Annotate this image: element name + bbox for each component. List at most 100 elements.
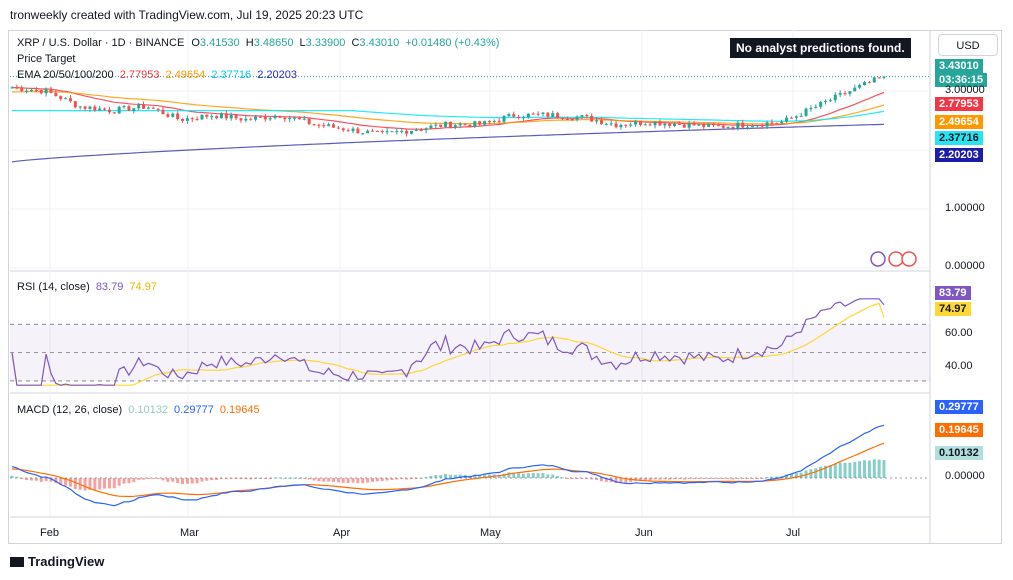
- candle-body: [658, 121, 662, 126]
- macd-hist-bar: [54, 478, 58, 484]
- macd-hist-bar: [726, 478, 730, 480]
- candle-body: [380, 131, 384, 133]
- macd-hist-bar: [731, 478, 735, 480]
- macd-hist-bar: [25, 478, 29, 481]
- macd-hist-bar: [775, 476, 779, 478]
- macd-hist-bar: [863, 460, 867, 478]
- macd-hist-bar: [146, 478, 150, 480]
- macd-hist-bar: [297, 477, 301, 479]
- candle-body: [483, 121, 487, 125]
- macd-hist-bar: [604, 478, 608, 482]
- candle-body: [551, 113, 555, 117]
- candle-body: [229, 114, 233, 119]
- currency-button[interactable]: USD: [938, 34, 998, 56]
- macd-hist-bar: [195, 478, 199, 484]
- candle-body: [185, 118, 189, 121]
- price-target-label[interactable]: Price Target: [17, 53, 76, 65]
- macd-hist-bar: [395, 478, 399, 480]
- candle-body: [707, 123, 711, 127]
- month-jul: Jul: [786, 527, 801, 539]
- macd-hist-bar: [643, 478, 647, 481]
- macd-hist-bar: [819, 466, 823, 478]
- macd-hist-bar: [332, 478, 336, 483]
- macd-hist-bar: [507, 472, 511, 478]
- rsi-line: [11, 298, 885, 386]
- macd-hist-bar: [585, 478, 589, 479]
- candle-body: [414, 129, 418, 131]
- candle-body: [809, 107, 813, 109]
- candle-body: [502, 116, 506, 122]
- macd-hist-bar: [10, 475, 14, 478]
- ema100-value: 2.37716: [211, 69, 252, 81]
- candle-body: [789, 117, 793, 119]
- macd-hist-bar: [746, 478, 750, 479]
- candle-body: [117, 106, 121, 114]
- ema-legend[interactable]: EMA 20/50/100/200 2.77953 2.49654 2.3771…: [17, 69, 297, 81]
- candle-body: [356, 128, 360, 134]
- macd-hist-bar: [687, 478, 691, 479]
- open-label: O: [191, 37, 200, 49]
- macd-hist-bar: [122, 478, 126, 484]
- candle-body: [731, 126, 735, 129]
- change-value: +0.01480 (+0.43%): [405, 37, 500, 49]
- open-value: 3.41530: [199, 37, 240, 49]
- candle-body: [93, 106, 97, 111]
- macd-hist-bar: [88, 478, 92, 490]
- macd-hist-bar: [176, 478, 180, 483]
- candle-body: [629, 124, 633, 126]
- candle-body: [132, 108, 136, 111]
- macd-hist-bar: [478, 475, 482, 478]
- candle-body: [565, 118, 569, 120]
- candle-body: [34, 89, 38, 91]
- macd-hist-bar: [59, 478, 63, 485]
- candle-body: [195, 118, 199, 120]
- macd-hist-bar: [380, 478, 384, 481]
- ema200-tag: 2.20203: [935, 148, 983, 162]
- symbol-legend[interactable]: XRP / U.S. Dollar · 1D · BINANCE O3.4153…: [17, 37, 499, 49]
- candle-body: [268, 118, 272, 120]
- month-jun: Jun: [635, 527, 653, 539]
- macd-hist-bar: [614, 478, 618, 484]
- candle-body: [721, 125, 725, 128]
- candle-body: [254, 116, 258, 120]
- countdown-tag: 03:36:15: [935, 73, 988, 87]
- candle-body: [176, 113, 180, 120]
- candle-body: [872, 77, 876, 83]
- macd-hist-bar: [848, 462, 852, 478]
- macd-hist-bar: [560, 477, 564, 479]
- rsi-legend[interactable]: RSI (14, close) 83.79 74.97: [17, 281, 157, 293]
- macd-hist-bar: [638, 478, 642, 481]
- macd-hist-bar: [142, 478, 146, 480]
- macd-hist-bar: [156, 478, 160, 480]
- tradingview-logo[interactable]: TradingView: [10, 554, 104, 569]
- candle-body: [634, 121, 638, 125]
- candle-body: [448, 121, 452, 128]
- macd-hist-bar: [624, 478, 628, 483]
- macd-hist-bar: [843, 462, 847, 478]
- candle-body: [643, 124, 647, 126]
- ema200-line: [11, 123, 885, 163]
- candle-body: [88, 106, 92, 109]
- candle-body: [785, 117, 789, 122]
- macd-hist-bar: [317, 478, 321, 482]
- candle-body: [848, 91, 852, 94]
- candle-body: [755, 125, 759, 127]
- macd-line: [11, 424, 885, 507]
- macd-hist-bar: [595, 478, 599, 480]
- candle-body: [83, 106, 87, 109]
- candle-body: [151, 107, 155, 109]
- candle-body: [25, 90, 29, 92]
- macd-hist-bar: [390, 478, 394, 481]
- macd-axis-0: 0.00000: [945, 470, 985, 482]
- macd-hist-bar: [677, 478, 681, 479]
- macd-hist-bar: [83, 478, 87, 491]
- macd-legend[interactable]: MACD (12, 26, close) 0.10132 0.29777 0.1…: [17, 404, 260, 416]
- candle-body: [697, 123, 701, 126]
- candle-body: [799, 115, 803, 117]
- macd-hist-bar: [409, 478, 413, 479]
- macd-hist-bar: [29, 478, 33, 481]
- macd-hist-bar: [736, 478, 740, 479]
- macd-tag: 0.29777: [935, 400, 983, 414]
- macd-hist-bar: [711, 478, 715, 479]
